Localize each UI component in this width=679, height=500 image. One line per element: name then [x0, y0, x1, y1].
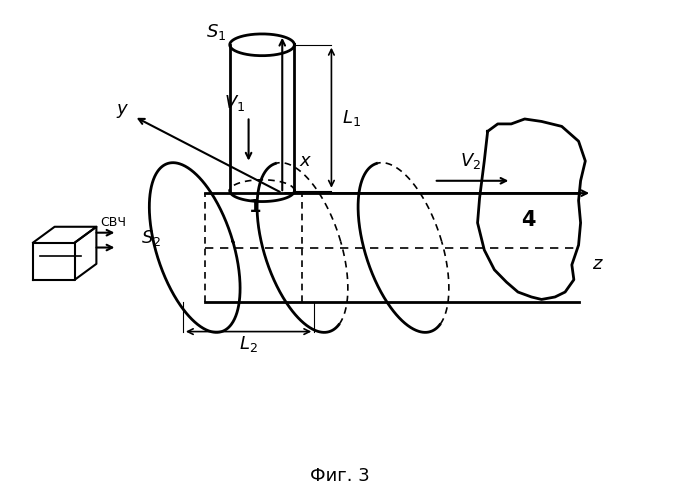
Text: 1: 1 [249, 198, 261, 216]
Text: $V_1$: $V_1$ [224, 93, 245, 113]
Text: z: z [592, 255, 602, 273]
Text: Фиг. 3: Фиг. 3 [310, 467, 369, 485]
Text: 4: 4 [521, 210, 535, 231]
Text: $S_2$: $S_2$ [141, 228, 161, 248]
Text: $V_2$: $V_2$ [460, 151, 481, 171]
Text: $S_1$: $S_1$ [206, 22, 226, 42]
Text: $L_2$: $L_2$ [239, 334, 258, 354]
Text: y: y [117, 100, 128, 118]
Text: x: x [299, 152, 310, 170]
Text: $L_1$: $L_1$ [342, 108, 361, 128]
Text: СВЧ: СВЧ [100, 216, 126, 230]
